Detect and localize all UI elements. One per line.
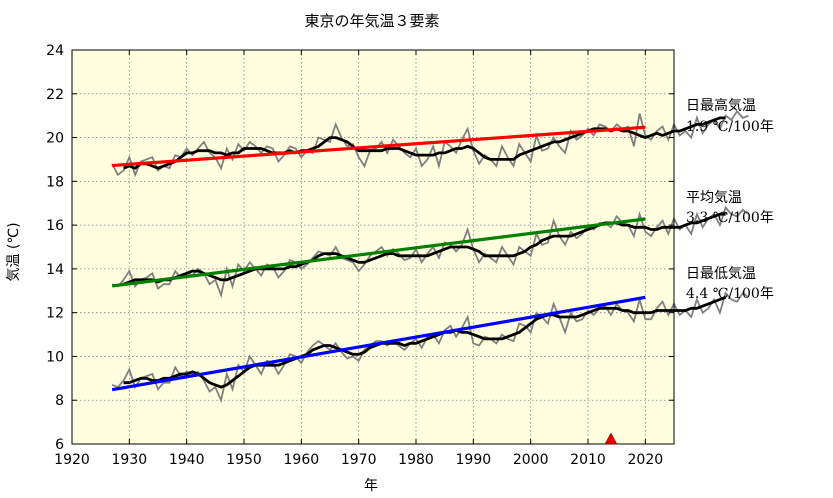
- plot-frame: [71, 49, 675, 445]
- x-axis-label: 年: [364, 478, 378, 494]
- series-label-mean: 平均気温: [686, 190, 742, 206]
- series-rate-mean: 3.3 ℃/100年: [686, 210, 774, 226]
- grid: [72, 50, 674, 444]
- x-tick-label: 1930: [112, 452, 148, 468]
- y-tick-label: 6: [55, 437, 64, 453]
- marker-layer: [604, 432, 618, 445]
- moving-average-line: [123, 116, 726, 170]
- trend-line: [111, 217, 646, 288]
- y-tick-label: 22: [46, 87, 64, 103]
- chart-title: 東京の年気温３要素: [304, 12, 439, 30]
- trend-line: [111, 295, 646, 392]
- annual-series-line: [111, 205, 750, 299]
- series-layer: [111, 109, 750, 404]
- series-label-max: 日最高気温: [686, 97, 756, 114]
- y-tick-label: 12: [46, 306, 64, 322]
- y-tick-label: 14: [46, 262, 64, 278]
- moving-average-line: [123, 212, 726, 286]
- x-tick-label: 1980: [398, 452, 434, 468]
- annual-series-line: [111, 109, 749, 178]
- y-axis-label: 気温 (℃): [6, 222, 22, 281]
- trend-line: [112, 125, 646, 168]
- series-rate-min: 4.4 ℃/100年: [686, 286, 774, 302]
- series-2: [111, 291, 750, 404]
- x-tick-label: 2020: [628, 452, 664, 468]
- triangle-marker: [604, 432, 618, 445]
- x-tick-label: 1990: [456, 452, 492, 468]
- series-rate-max: 1.9 ℃/100年: [686, 119, 774, 135]
- axis-ticks: 1920 1930 1940 1950 1960 1970 1980 1990 2000 2010…: [46, 43, 674, 468]
- series-0: [111, 109, 749, 178]
- series-label-min: 日最低気温: [686, 266, 756, 282]
- y-tick-label: 16: [46, 218, 64, 234]
- x-tick-label: 1940: [169, 452, 205, 468]
- y-tick-label: 24: [46, 43, 64, 59]
- y-tick-label: 10: [46, 349, 64, 365]
- y-tick-label: 20: [46, 131, 64, 147]
- y-tick-label: 8: [55, 393, 64, 409]
- x-tick-label: 1960: [284, 452, 320, 468]
- x-tick-label: 1970: [341, 452, 377, 468]
- x-tick-label: 2010: [570, 452, 606, 468]
- moving-average-line: [123, 295, 727, 389]
- x-tick-label: 1920: [54, 452, 90, 468]
- y-tick-label: 18: [46, 174, 64, 190]
- x-tick-label: 2000: [513, 452, 549, 468]
- series-1: [111, 205, 750, 299]
- x-tick-label: 1950: [226, 452, 262, 468]
